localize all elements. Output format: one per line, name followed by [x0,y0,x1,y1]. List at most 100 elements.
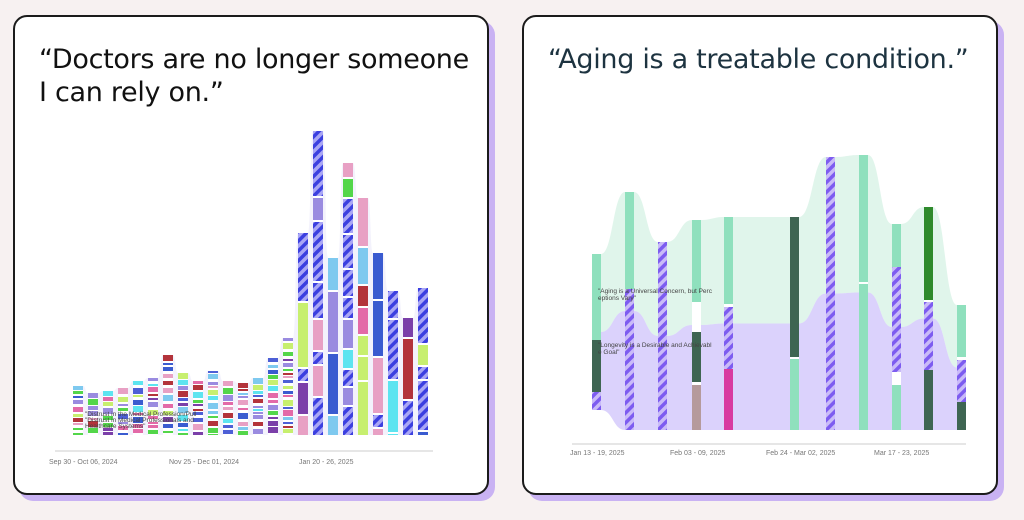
alluvial-node [592,340,601,392]
flow-band [733,217,790,324]
bar-segment [268,393,278,398]
flow-band [353,163,358,435]
bar-segment [283,395,293,397]
bar-segment [283,429,293,433]
bar-segment [283,400,293,406]
flow-band [383,253,388,435]
flow-band [128,381,133,435]
bar-segment [178,391,188,397]
bar-segment [88,393,98,398]
bar-segment [253,412,263,414]
bar-segment [373,253,383,299]
flow-band [835,292,859,430]
bar-segment [283,391,293,394]
alluvial-node [892,267,901,372]
bar-segment [388,434,398,435]
bar-segment [283,373,293,375]
flow-band [218,371,223,435]
flow-band [868,292,892,430]
flow-band [98,391,103,435]
bar-segment [418,381,428,430]
bar-segment [343,370,353,386]
quote-title: “Doctors are no longer someone I can rel… [39,44,469,108]
alluvial-node [724,307,733,369]
bar-segment [343,163,353,177]
bar-segment [148,416,158,419]
bar-segment [208,411,218,414]
bar-segment [238,408,248,410]
flow-band [293,233,298,435]
x-tick-label: Sep 30 - Oct 06, 2024 [49,459,118,466]
bar-segment [208,382,218,385]
bar-segment [193,432,203,435]
annotation-label: "Aging is a Universal Concern, but Perc [598,288,713,295]
bar-segment [88,411,98,416]
bar-segment [103,428,113,431]
bar-segment [163,411,173,415]
bar-segment [358,286,368,306]
alluvial-node [892,224,901,267]
bar-segment [133,381,143,385]
bar-segment [193,424,203,430]
x-tick-label: Jan 13 - 19, 2025 [570,450,625,457]
alluvial-node [892,385,901,430]
bar-segment [358,336,368,355]
alluvial-node [790,359,799,430]
bar-segment [118,408,128,411]
bar-segment [208,386,218,388]
bar-segment [103,391,113,396]
alluvial-node [625,289,634,430]
bar-segment [193,412,203,415]
flow-band [601,311,625,430]
flow-band [701,323,724,430]
bar-segment [418,367,428,379]
alluvial-node [924,302,933,370]
bar-segment [268,411,278,415]
bar-segment [88,418,98,420]
bar-segment [178,433,188,435]
bar-segment [418,288,428,343]
bar-segment [313,131,323,196]
flow-band [143,378,148,435]
bar-segment [253,429,263,434]
bar-segment [118,426,128,430]
bar-segment [313,198,323,220]
bar-segment [313,352,323,364]
bar-segment [163,374,173,378]
bar-segment [403,339,413,399]
bar-segment [283,343,293,349]
bar-segment [223,430,233,434]
flow-band [799,293,826,430]
bar-segment [223,413,233,418]
bar-segment [328,354,338,414]
bar-segment [223,402,233,405]
card-aging-quote: “Aging is a treatable condition.” Jan 13… [522,15,998,495]
bar-segment [373,358,383,413]
bar-segment [283,386,293,389]
bar-segment [343,350,353,368]
annotation-label: Healthcare Systems" [85,423,146,430]
bar-segment [148,384,158,386]
bar-segment [388,381,398,432]
bar-segment [178,398,188,401]
bar-segment [208,416,218,418]
flow-band [323,131,328,435]
flow-band [701,217,724,325]
flow-band [263,358,268,435]
bar-segment [223,381,233,386]
bar-segment [283,407,293,409]
alluvial-node [625,192,634,289]
x-tick-label: Jan 20 - 26, 2025 [299,459,354,466]
bar-segment [343,179,353,197]
flow-band [667,325,692,430]
flow-band [634,192,658,336]
bar-segment [313,366,323,396]
bar-segment [223,395,233,401]
bar-segment [283,426,293,428]
bar-segment [358,198,368,246]
flow-band [203,371,208,435]
bar-segment [298,416,308,435]
bar-segment [418,345,428,365]
bar-segment [268,365,278,368]
bar-segment [148,430,158,434]
